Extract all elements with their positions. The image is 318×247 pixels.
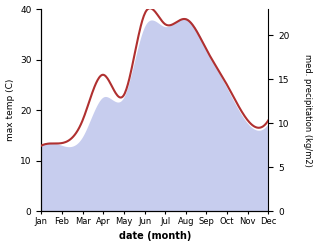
Y-axis label: max temp (C): max temp (C): [5, 79, 15, 141]
X-axis label: date (month): date (month): [119, 231, 191, 242]
Y-axis label: med. precipitation (kg/m2): med. precipitation (kg/m2): [303, 54, 313, 167]
